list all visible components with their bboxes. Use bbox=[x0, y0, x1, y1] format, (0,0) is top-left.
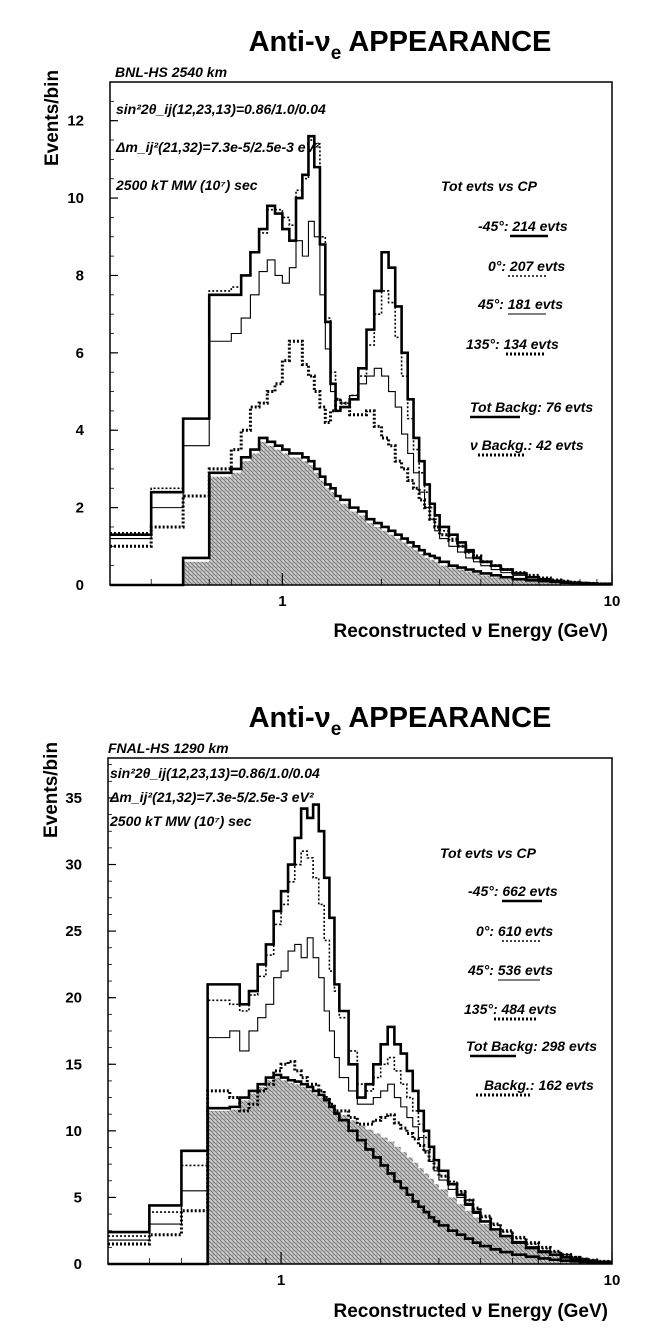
chart-panel-fnal: Anti-νe APPEARANCE FNAL-HS 1290 km Event… bbox=[41, 702, 620, 1322]
y-tick-label: 5 bbox=[74, 1189, 82, 1206]
annotation-mass-splittings: Δm_ij²(21,32)=7.3e-5/2.5e-3 eV² bbox=[109, 789, 314, 805]
series-shaded-background bbox=[108, 1077, 612, 1264]
series-histogram-1 bbox=[108, 850, 612, 1263]
y-tick-label: 30 bbox=[65, 857, 82, 874]
chart-panel-bnl: Anti-νe APPEARANCE BNL-HS 2540 km Events… bbox=[42, 26, 620, 642]
y-tick-label: 0 bbox=[74, 1256, 82, 1273]
legend-label: 45°: 536 evts bbox=[467, 962, 553, 978]
annotations: sin²2θ_ij(12,23,13)=0.86/1.0/0.04 Δm_ij²… bbox=[115, 101, 326, 193]
legend-item-135: 135°: 484 evts bbox=[464, 1001, 557, 1021]
annotation-mixing-angles: sin²2θ_ij(12,23,13)=0.86/1.0/0.04 bbox=[116, 101, 326, 117]
legend-label: ν Backg.: 42 evts bbox=[470, 437, 584, 453]
y-tick-label: 12 bbox=[67, 113, 84, 130]
series-histogram-4 bbox=[110, 436, 612, 587]
legend-item-45: 45°: 536 evts bbox=[467, 962, 553, 981]
series-shaded-background bbox=[110, 441, 612, 585]
x-tick-label: 1 bbox=[278, 593, 286, 610]
y-axis-label: Events/bin bbox=[42, 70, 63, 166]
series-histogram-2 bbox=[110, 220, 612, 585]
y-tick-label: 8 bbox=[76, 267, 84, 284]
y-tick-label: 35 bbox=[65, 790, 82, 807]
legend-item-45: 45°: 181 evts bbox=[477, 296, 563, 315]
x-tick-label: 10 bbox=[604, 1272, 621, 1289]
y-tick-label: 10 bbox=[65, 1123, 82, 1140]
series-histogram-3 bbox=[108, 1060, 612, 1263]
y-tick-label: 25 bbox=[65, 923, 82, 940]
plot-frame bbox=[109, 81, 613, 586]
chart-subtitle: BNL-HS 2540 km bbox=[115, 64, 227, 80]
plot-frame bbox=[107, 757, 613, 1265]
annotation-mixing-angles: sin²2θ_ij(12,23,13)=0.86/1.0/0.04 bbox=[110, 765, 320, 781]
y-tick-label: 4 bbox=[76, 422, 85, 439]
y-tick-label: 20 bbox=[65, 990, 82, 1007]
legend-label: -45°: 214 evts bbox=[478, 218, 568, 234]
legend-item-0: 0°: 207 evts bbox=[488, 258, 565, 277]
annotations: sin²2θ_ij(12,23,13)=0.86/1.0/0.04 Δm_ij²… bbox=[109, 765, 320, 829]
chart-title: Anti-νe APPEARANCE bbox=[249, 26, 552, 64]
annotation-mass-splittings: Δm_ij²(21,32)=7.3e-5/2.5e-3 eV² bbox=[115, 139, 320, 155]
x-tick-label: 10 bbox=[604, 593, 621, 610]
x-tick-label: 1 bbox=[277, 1272, 285, 1289]
series-histogram-4 bbox=[108, 1073, 612, 1266]
legend-item-tot-backg: Tot Backg: 298 evts bbox=[466, 1038, 597, 1058]
chart-subtitle: FNAL-HS 1290 km bbox=[108, 740, 229, 756]
legend-label: 135°: 134 evts bbox=[466, 336, 559, 352]
legend-label: Backg.: 162 evts bbox=[484, 1077, 594, 1093]
legend: Tot evts vs CP -45°: 214 evts 0°: 207 ev… bbox=[441, 178, 593, 457]
legend-label: 0°: 610 evts bbox=[476, 923, 553, 939]
plot-area: 0 2 4 6 8 10 12 1 10 bbox=[67, 81, 621, 610]
series-histogram-2 bbox=[108, 937, 612, 1263]
legend-label: 45°: 181 evts bbox=[477, 296, 563, 312]
y-tick-label: 10 bbox=[67, 190, 84, 207]
annotation-exposure: 2500 kT MW (10⁷) sec bbox=[115, 177, 258, 193]
legend-title: Tot evts vs CP bbox=[440, 845, 537, 861]
legend-item-135: 135°: 134 evts bbox=[466, 336, 559, 356]
series-histogram-0 bbox=[108, 803, 612, 1264]
plot-area: 0 5 10 15 20 25 30 35 1 10 bbox=[65, 757, 621, 1289]
y-axis-label: Events/bin bbox=[41, 742, 62, 838]
chart-title: Anti-νe APPEARANCE bbox=[249, 702, 552, 740]
series-histogram-3 bbox=[110, 339, 612, 586]
legend-item-m45: -45°: 214 evts bbox=[478, 218, 568, 238]
y-tick-label: 6 bbox=[76, 345, 84, 362]
y-tick-label: 15 bbox=[65, 1056, 82, 1073]
legend-label: 135°: 484 evts bbox=[464, 1001, 557, 1017]
legend-title: Tot evts vs CP bbox=[441, 178, 538, 194]
legend-label: Tot Backg: 298 evts bbox=[466, 1038, 597, 1054]
legend: Tot evts vs CP -45°: 662 evts 0°: 610 ev… bbox=[440, 845, 597, 1097]
legend-item-m45: -45°: 662 evts bbox=[468, 883, 558, 903]
legend-label: Tot Backg: 76 evts bbox=[470, 399, 593, 415]
legend-label: 0°: 207 evts bbox=[488, 258, 565, 274]
annotation-exposure: 2500 kT MW (10⁷) sec bbox=[109, 813, 252, 829]
x-axis-label: Reconstructed ν Energy (GeV) bbox=[333, 1301, 608, 1322]
legend-label: -45°: 662 evts bbox=[468, 883, 558, 899]
y-tick-label: 2 bbox=[76, 500, 84, 517]
legend-item-tot-backg: Tot Backg: 76 evts bbox=[470, 399, 593, 419]
x-axis-label: Reconstructed ν Energy (GeV) bbox=[333, 621, 608, 642]
y-tick-label: 0 bbox=[76, 577, 84, 594]
legend-item-0: 0°: 610 evts bbox=[476, 923, 553, 942]
legend-item-nu-backg: Backg.: 162 evts bbox=[476, 1077, 594, 1097]
legend-item-nu-backg: ν Backg.: 42 evts bbox=[470, 437, 584, 457]
